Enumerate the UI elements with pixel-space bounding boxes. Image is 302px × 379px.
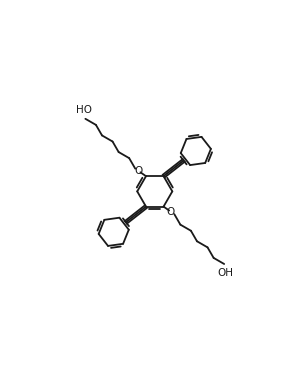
Text: OH: OH	[217, 268, 233, 278]
Text: HO: HO	[76, 105, 92, 114]
Text: O: O	[135, 166, 143, 176]
Text: O: O	[167, 207, 175, 217]
